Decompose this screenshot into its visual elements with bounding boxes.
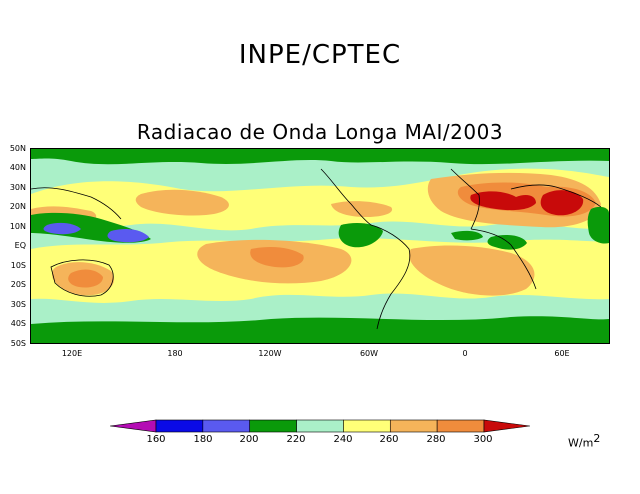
lat-label: 50N [9, 144, 26, 153]
lat-label: 40N [9, 163, 26, 172]
colorbar-segment [202, 419, 251, 433]
colorbar-tick-label: 280 [426, 434, 446, 445]
units-base: W/m [568, 436, 594, 450]
lat-label: EQ [14, 241, 26, 250]
colorbar-segment [389, 419, 438, 433]
colorbar-arrow-high [483, 419, 530, 433]
lon-label: 60W [359, 349, 379, 358]
colorbar-tick-label: 240 [333, 434, 353, 445]
olr-map [30, 148, 610, 344]
colorbar [110, 419, 530, 433]
lat-label: 40S [10, 319, 26, 328]
lon-label: 0 [462, 349, 468, 358]
colorbar-segment [155, 419, 204, 433]
lat-label: 50S [10, 339, 26, 348]
lat-label: 20S [10, 280, 26, 289]
lat-label: 30S [10, 300, 26, 309]
units-label: W/m2 [568, 432, 600, 450]
units-exponent: 2 [593, 432, 601, 445]
colorbar-tick-label: 220 [286, 434, 306, 445]
lon-label: 180 [167, 349, 183, 358]
header-title: INPE/CPTEC [238, 40, 402, 70]
colorbar-tick-label: 160 [146, 434, 166, 445]
lat-label: 30N [9, 183, 26, 192]
lat-label: 10N [9, 222, 26, 231]
colorbar-tick-label: 200 [239, 434, 259, 445]
coastlines [31, 168, 602, 330]
colorbar-segment [436, 419, 485, 433]
map-title: Radiacao de Onda Longa MAI/2003 [136, 120, 504, 144]
colorbar-segment [249, 419, 297, 433]
lon-label: 60E [554, 349, 570, 358]
colorbar-tick-label: 260 [379, 434, 399, 445]
lon-label: 120W [258, 349, 282, 358]
lon-label: 120E [61, 349, 83, 358]
colorbar-tick-label: 180 [193, 434, 213, 445]
lat-label: 10S [10, 261, 26, 270]
olr-field-svg [31, 149, 609, 343]
colorbar-arrow-low [110, 419, 157, 433]
colorbar-segment [343, 419, 391, 433]
lat-label: 20N [9, 202, 26, 211]
colorbar-segment [296, 419, 344, 433]
colorbar-tick-label: 300 [473, 434, 493, 445]
